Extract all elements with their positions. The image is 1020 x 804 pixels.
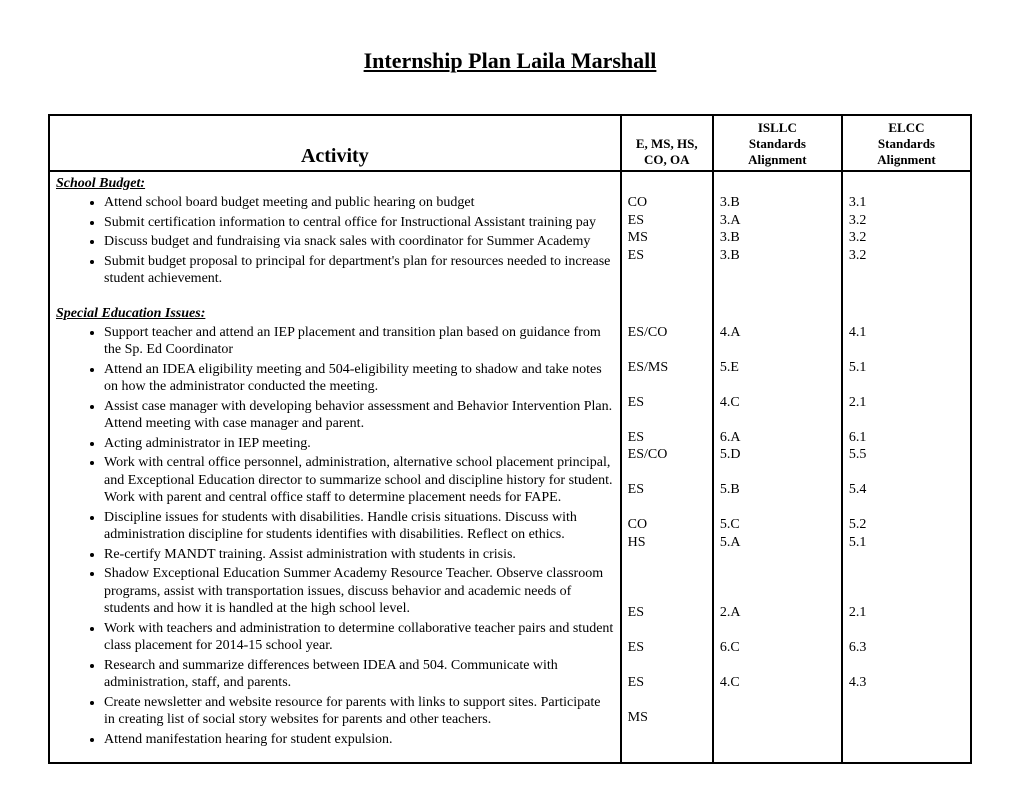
isllc-cell: 4.A 5.E 4.C 6.A 5.D 5.B 5.C 5.A 2.A 6. [713,302,842,764]
section-title: School Budget: [56,176,614,192]
activity-list: Attend school board budget meeting and p… [56,194,614,288]
list-item: Attend school board budget meeting and p… [104,194,614,212]
list-item: Support teacher and attend an IEP placem… [104,324,614,359]
list-item: Work with teachers and administration to… [104,620,614,655]
col-header-isllc: ISLLC Standards Alignment [713,115,842,171]
level-cell: CO ES MS ES [621,171,713,302]
activity-cell: School Budget: Attend school board budge… [49,171,621,302]
list-item: Submit certification information to cent… [104,214,614,232]
list-item: Work with central office personnel, admi… [104,454,614,507]
list-item: Submit budget proposal to principal for … [104,253,614,288]
col-header-activity: Activity [49,115,621,171]
list-item: Discuss budget and fundraising via snack… [104,233,614,251]
list-item: Discipline issues for students with disa… [104,509,614,544]
list-item: Re-certify MANDT training. Assist admini… [104,546,614,564]
section-title: Special Education Issues: [56,306,614,322]
activity-list: Support teacher and attend an IEP placem… [56,324,614,749]
table-row: Special Education Issues: Support teache… [49,302,971,764]
list-item: Research and summarize differences betwe… [104,657,614,692]
plan-table: Activity E, MS, HS, CO, OA ISLLC Standar… [48,114,972,764]
list-item: Attend an IDEA eligibility meeting and 5… [104,361,614,396]
elcc-cell: 3.1 3.2 3.2 3.2 [842,171,971,302]
activity-cell: Special Education Issues: Support teache… [49,302,621,764]
page-title: Internship Plan Laila Marshall [48,48,972,74]
list-item: Assist case manager with developing beha… [104,398,614,433]
list-item: Attend manifestation hearing for student… [104,731,614,749]
table-row: School Budget: Attend school board budge… [49,171,971,302]
col-header-level: E, MS, HS, CO, OA [621,115,713,171]
col-header-elcc: ELCC Standards Alignment [842,115,971,171]
list-item: Shadow Exceptional Education Summer Acad… [104,565,614,618]
isllc-cell: 3.B 3.A 3.B 3.B [713,171,842,302]
list-item: Acting administrator in IEP meeting. [104,435,614,453]
elcc-cell: 4.1 5.1 2.1 6.1 5.5 5.4 5.2 5.1 2.1 6. [842,302,971,764]
level-cell: ES/CO ES/MS ES ES ES/CO ES CO HS ES ES [621,302,713,764]
list-item: Create newsletter and website resource f… [104,694,614,729]
